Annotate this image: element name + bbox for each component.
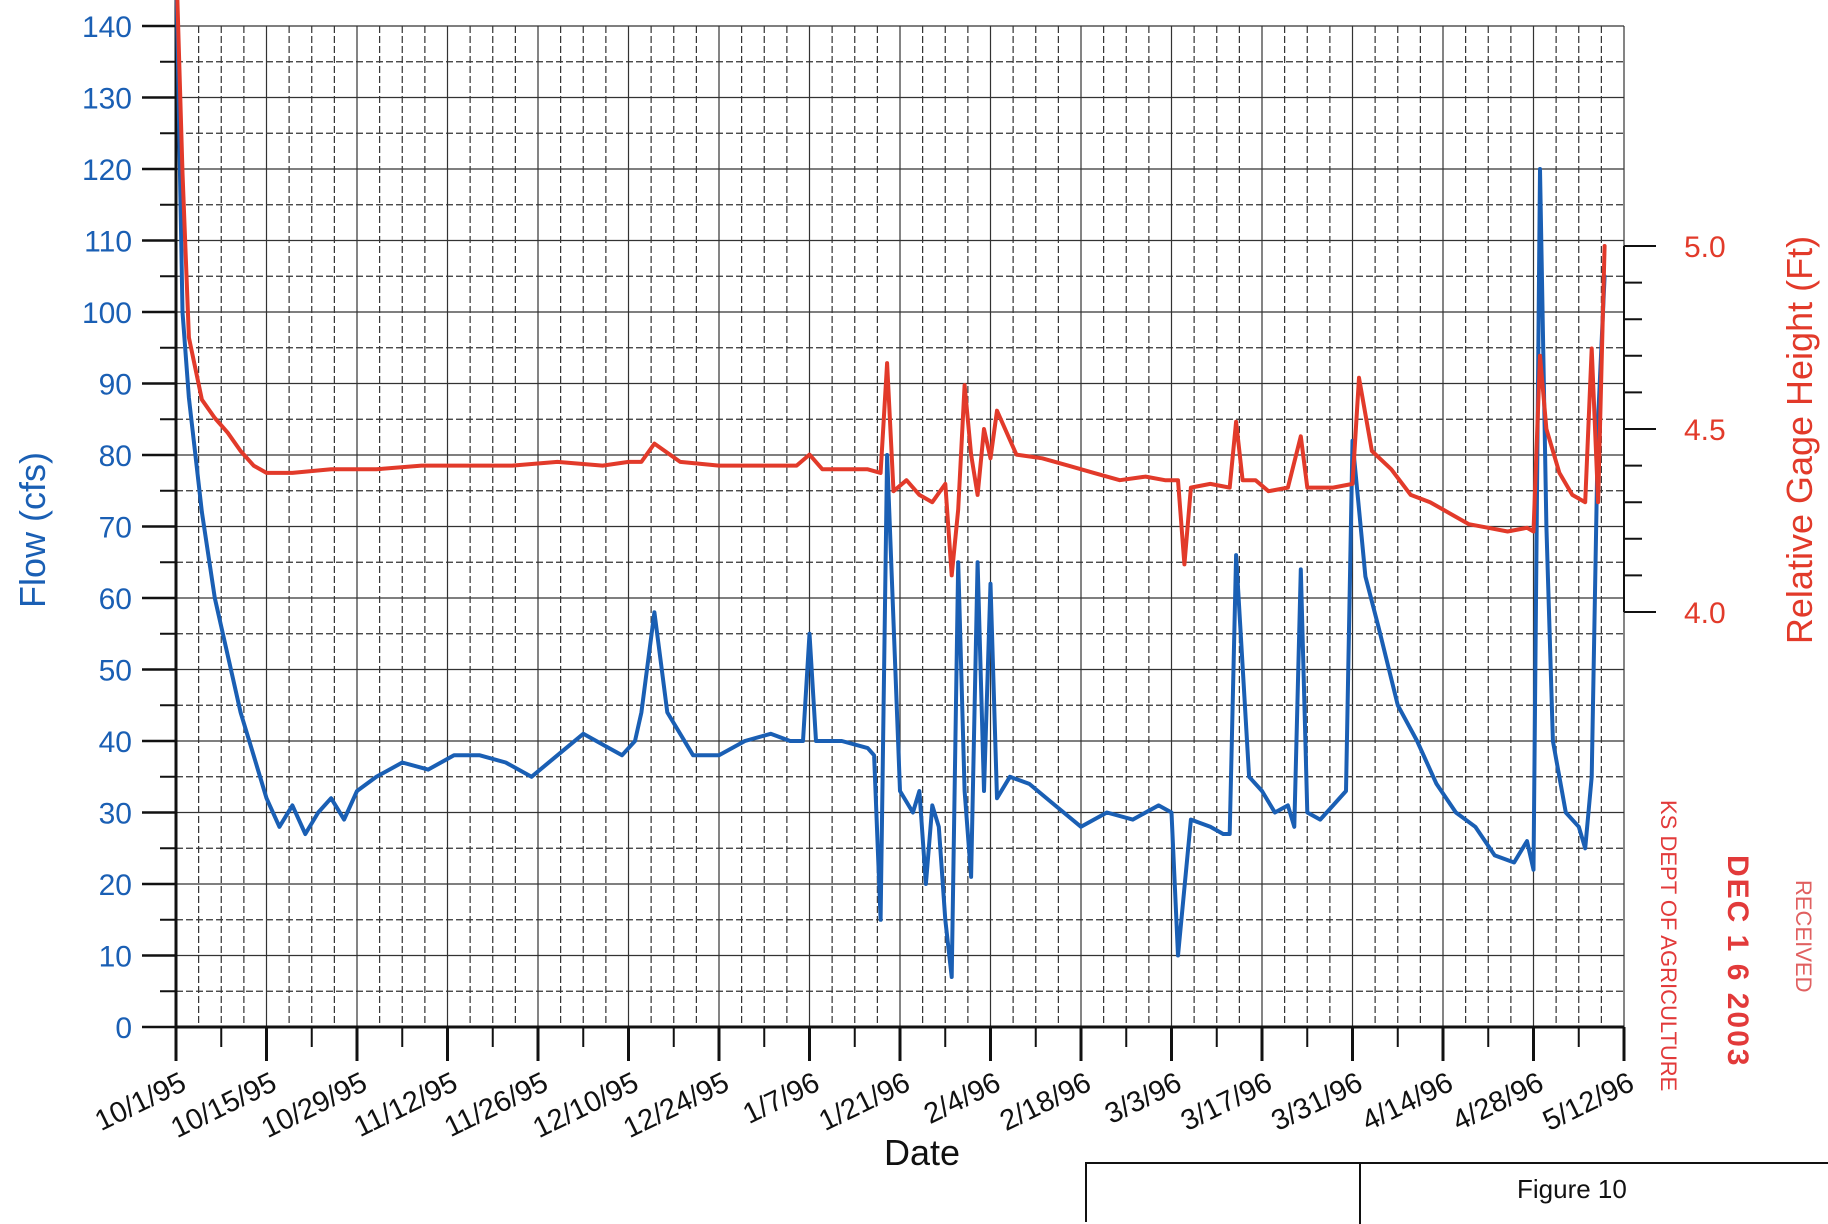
y-tick-label: 130 [82,83,132,116]
y-tick-label: 80 [99,440,132,473]
y-tick-label: 60 [99,583,132,616]
tick-labels: 0 10 20 30 40 50 60 70 80 90 100 110 120 130 140 4.0 4.5… [82,11,1726,1145]
grid [175,25,1625,1028]
x-tick-label: 2/4/96 [919,1067,1006,1131]
x-tick-label: 3/17/96 [1176,1067,1277,1138]
x-tick-label: 1/7/96 [738,1067,825,1131]
y-tick-label: 120 [82,154,132,187]
series-lines [174,0,1607,979]
x-tick-label: 3/3/96 [1100,1067,1187,1131]
gage-height-line [175,0,1607,578]
received-stamp-date: DEC 1 6 2003 [1721,855,1754,1068]
figure-caption-box: Figure 10 [1085,1162,1828,1224]
x-tick-label: 11/12/95 [349,1067,463,1144]
y2-tick-label: 4.0 [1684,597,1726,630]
x-tick-label: 3/31/96 [1267,1067,1368,1138]
y-tick-label: 40 [99,726,132,759]
flow-line [174,0,1607,979]
y-tick-label: 30 [99,798,132,831]
y-axis-label: Flow (cfs) [12,452,53,608]
x-tick-label: 1/21/96 [814,1067,915,1138]
x-tick-label: 12/24/95 [619,1067,734,1145]
received-stamp-agency: KS DEPT OF AGRICULTURE [1656,800,1681,1092]
figure-label: Figure 10 [1517,1174,1627,1204]
y-tick-label: 70 [99,512,132,545]
y-tick-label: 140 [82,11,132,44]
y2-tick-label: 4.5 [1684,414,1726,447]
y2-axis-label: Relative Gage Height (Ft) [1779,236,1820,644]
x-tick-label: 10/29/95 [257,1067,372,1145]
caption-divider [1359,1164,1361,1224]
y-tick-label: 50 [99,655,132,688]
y-tick-label: 10 [99,941,132,974]
x-axis-label: Date [884,1132,960,1173]
y-tick-label: 100 [82,297,132,330]
y-tick-label: 90 [99,369,132,402]
y-tick-label: 0 [115,1012,132,1045]
received-stamp-label: RECEIVED [1791,880,1816,993]
x-tick-label: 2/18/96 [995,1067,1096,1138]
x-tick-label: 4/14/96 [1357,1067,1458,1138]
x-tick-label: 4/28/96 [1448,1067,1549,1138]
y-tick-label: 110 [84,226,132,259]
y2-tick-label: 5.0 [1684,231,1726,264]
x-tick-label: 5/12/96 [1538,1067,1639,1138]
y-tick-label: 20 [99,869,132,902]
axes [142,0,1656,1061]
